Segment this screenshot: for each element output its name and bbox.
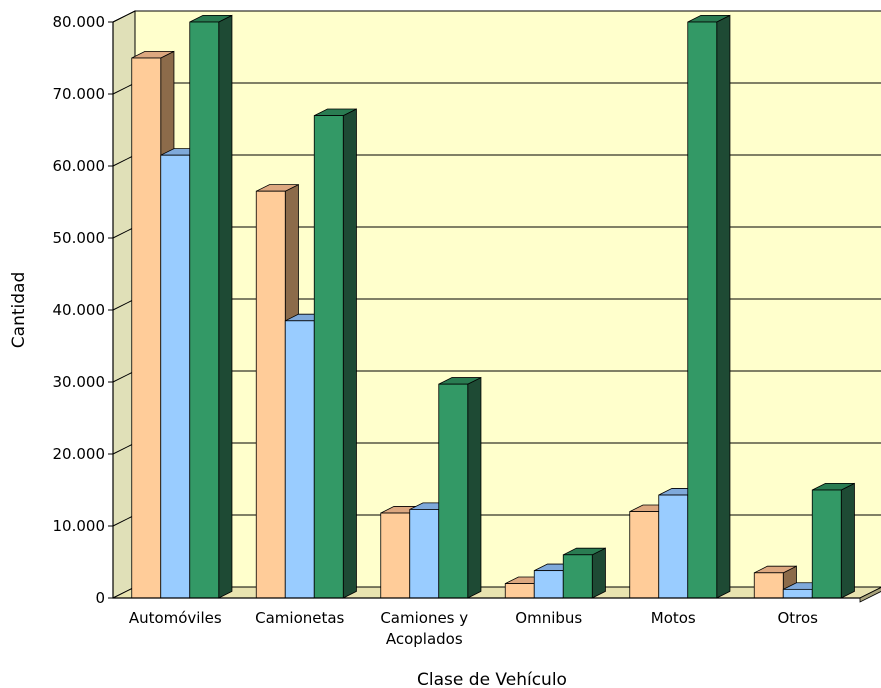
- bar: [160, 154, 191, 599]
- bar: [284, 320, 315, 599]
- y-tick-label: 40.000: [53, 301, 106, 319]
- y-tick-label: 80.000: [53, 13, 106, 31]
- bar: [687, 21, 718, 599]
- bar-side: [218, 14, 233, 599]
- bar: [313, 115, 344, 599]
- x-tick-label: Camiones y: [380, 609, 468, 627]
- bar: [782, 588, 813, 599]
- y-tick-label: 50.000: [53, 229, 106, 247]
- y-tick-label: 10.000: [53, 517, 106, 535]
- bar: [629, 511, 660, 599]
- bar-side: [591, 547, 606, 599]
- y-tick-label: 60.000: [53, 157, 106, 175]
- bar: [189, 21, 220, 599]
- x-axis-title: Clase de Vehículo: [417, 670, 567, 688]
- gridline-side: [112, 442, 136, 455]
- y-tick-label: 70.000: [53, 85, 106, 103]
- bar: [438, 383, 469, 599]
- x-tick-label: Automóviles: [129, 609, 222, 627]
- bar: [533, 570, 564, 599]
- y-tick-label: 0: [95, 589, 105, 607]
- bar-side: [716, 14, 731, 599]
- bar-side: [467, 376, 482, 599]
- x-tick-label: Motos: [651, 609, 696, 627]
- gridline-side: [112, 514, 136, 527]
- bar: [811, 489, 842, 599]
- bar: [753, 572, 784, 599]
- gridline-side: [112, 298, 136, 311]
- gridline-side: [112, 154, 136, 167]
- bar-side: [342, 108, 357, 599]
- bar: [255, 190, 286, 599]
- gridline-side: [112, 370, 136, 383]
- x-tick-label: Acoplados: [386, 630, 463, 648]
- bar: [562, 554, 593, 599]
- gridline-side: [112, 226, 136, 239]
- x-tick-label: Omnibus: [515, 609, 582, 627]
- y-axis-title: Cantidad: [9, 272, 29, 348]
- bar: [380, 512, 411, 599]
- bar: [504, 583, 535, 599]
- gridline-side: [112, 10, 136, 23]
- bar: [658, 494, 689, 599]
- gridline-side: [112, 82, 136, 95]
- bar: [409, 509, 440, 599]
- y-tick-label: 20.000: [53, 445, 106, 463]
- bar-side: [840, 482, 855, 599]
- floor-edge: [859, 587, 881, 603]
- y-tick-label: 30.000: [53, 373, 106, 391]
- bar: [131, 57, 162, 599]
- x-tick-label: Camionetas: [255, 609, 344, 627]
- x-tick-label: Otros: [777, 609, 818, 627]
